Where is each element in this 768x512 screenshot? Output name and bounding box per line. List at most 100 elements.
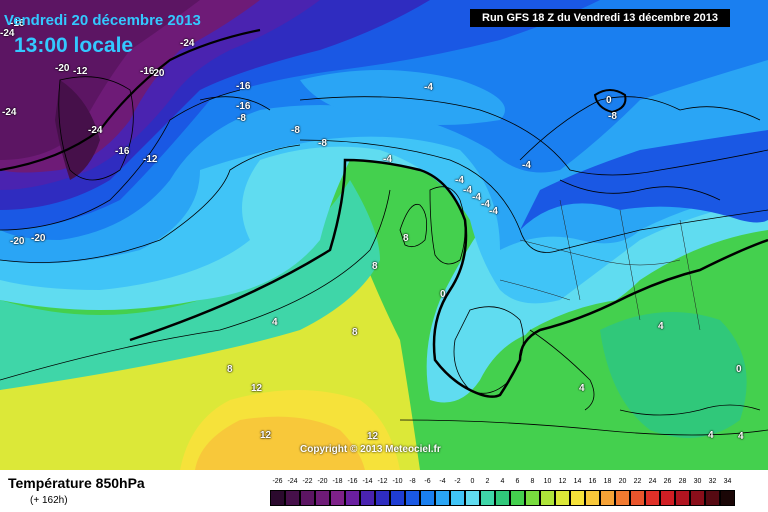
legend-label: -8	[409, 478, 416, 485]
forecast-offset: (+ 162h)	[30, 495, 68, 506]
isotherm-label: -20	[31, 233, 46, 244]
legend-label: 20	[618, 478, 627, 485]
legend-label: -14	[362, 478, 373, 485]
legend-swatch	[450, 490, 465, 506]
legend-label: -24	[287, 478, 298, 485]
legend-label: 2	[485, 478, 490, 485]
legend-swatch	[495, 490, 510, 506]
legend-swatch	[615, 490, 630, 506]
isotherm-label: -20	[55, 63, 70, 74]
legend-swatch	[645, 490, 660, 506]
isotherm-label: 8	[403, 233, 409, 244]
legend-swatch	[600, 490, 615, 506]
temperature-field	[0, 0, 768, 470]
isotherm-label: 0	[440, 289, 446, 300]
isotherm-label: 8	[352, 327, 358, 338]
isotherm-label: -8	[608, 111, 617, 122]
isotherm-label: -20	[150, 68, 165, 79]
legend-swatch	[525, 490, 540, 506]
isotherm-label: -8	[291, 125, 300, 136]
legend-label: -16	[347, 478, 358, 485]
isotherm-label: 4	[738, 431, 744, 442]
isotherm-label: 12	[260, 430, 272, 441]
legend-label: -12	[377, 478, 388, 485]
legend-label: 34	[723, 478, 732, 485]
field-orange	[195, 416, 365, 470]
legend-label: 4	[500, 478, 505, 485]
legend-label: -20	[317, 478, 328, 485]
copyright: Copyright © 2013 Meteociel.fr	[300, 444, 441, 455]
field-europe-blue	[520, 130, 768, 230]
isotherm-label: -4	[472, 192, 481, 203]
legend-label: -18	[332, 478, 343, 485]
legend-swatch	[390, 490, 405, 506]
legend-swatch	[375, 490, 390, 506]
isotherm-label: -8	[237, 113, 246, 124]
legend-label: 26	[663, 478, 672, 485]
field-arctic-pocket	[300, 70, 505, 125]
map-title: Température 850hPa	[8, 475, 145, 491]
legend-label: -10	[392, 478, 403, 485]
isotherm-label: -24	[180, 38, 195, 49]
isotherm-minus16	[0, 28, 261, 172]
legend-swatch	[630, 490, 645, 506]
isotherm-label: -16	[236, 81, 251, 92]
isotherm-label: -20	[10, 236, 25, 247]
isotherm-label: -24	[2, 107, 17, 118]
temperature-map: -16 -24 -20 -16 -24 -20 -16 -16 -8 -12 -16 -24 -20 -2…	[0, 0, 768, 470]
legend-swatch	[435, 490, 450, 506]
isotherm-label: 12	[367, 431, 379, 442]
legend-swatch	[720, 490, 735, 506]
legend-swatch	[480, 490, 495, 506]
legend-label: 18	[603, 478, 612, 485]
isotherm-label: -16	[115, 146, 130, 157]
forecast-date: Vendredi 20 décembre 2013	[4, 12, 201, 29]
legend-swatch	[690, 490, 705, 506]
isotherm-label: -24	[88, 125, 103, 136]
legend-label: -4	[439, 478, 446, 485]
isotherm-label: 0	[736, 364, 742, 375]
legend-label: 6	[515, 478, 520, 485]
isotherm-label: -12	[73, 66, 88, 77]
isotherm-label: 4	[272, 317, 278, 328]
legend-swatch	[270, 490, 285, 506]
field-greenland-core	[55, 80, 100, 180]
isotherm-label: -4	[424, 82, 433, 93]
isotherm-label: -4	[383, 154, 392, 165]
legend-swatch	[405, 490, 420, 506]
legend-swatch	[510, 490, 525, 506]
legend-label: 32	[708, 478, 717, 485]
forecast-time: 13:00 locale	[14, 34, 134, 57]
isotherm-label: -4	[522, 160, 531, 171]
legend-swatch	[285, 490, 300, 506]
legend-label: -6	[424, 478, 431, 485]
isotherm-label: -12	[143, 154, 158, 165]
isotherm-label: 8	[227, 364, 233, 375]
legend-swatch	[360, 490, 375, 506]
legend-label: 28	[678, 478, 687, 485]
legend-swatch	[330, 490, 345, 506]
isotherm-label: -8	[318, 138, 327, 149]
isotherm-label: -16	[140, 66, 155, 77]
legend-swatch	[465, 490, 480, 506]
isotherm-scandinavia	[593, 89, 627, 114]
isotherm-label: 0	[606, 95, 612, 106]
thin-isotherms	[0, 89, 768, 436]
legend-label: 30	[693, 478, 702, 485]
legend-swatch	[555, 490, 570, 506]
legend-label: 22	[633, 478, 642, 485]
isotherm-label: -24	[0, 28, 15, 39]
isotherm-label: 4	[658, 321, 664, 332]
legend-swatch	[585, 490, 600, 506]
legend-label: 14	[573, 478, 582, 485]
legend-swatch	[660, 490, 675, 506]
isotherm-label: -16	[10, 18, 25, 29]
legend-label: -2	[454, 478, 461, 485]
isotherm-label: -4	[455, 175, 464, 186]
legend-label: 16	[588, 478, 597, 485]
legend-swatch	[345, 490, 360, 506]
legend-swatch	[300, 490, 315, 506]
field-balkan	[600, 312, 747, 438]
legend-swatch	[705, 490, 720, 506]
isotherm-0	[129, 158, 768, 398]
